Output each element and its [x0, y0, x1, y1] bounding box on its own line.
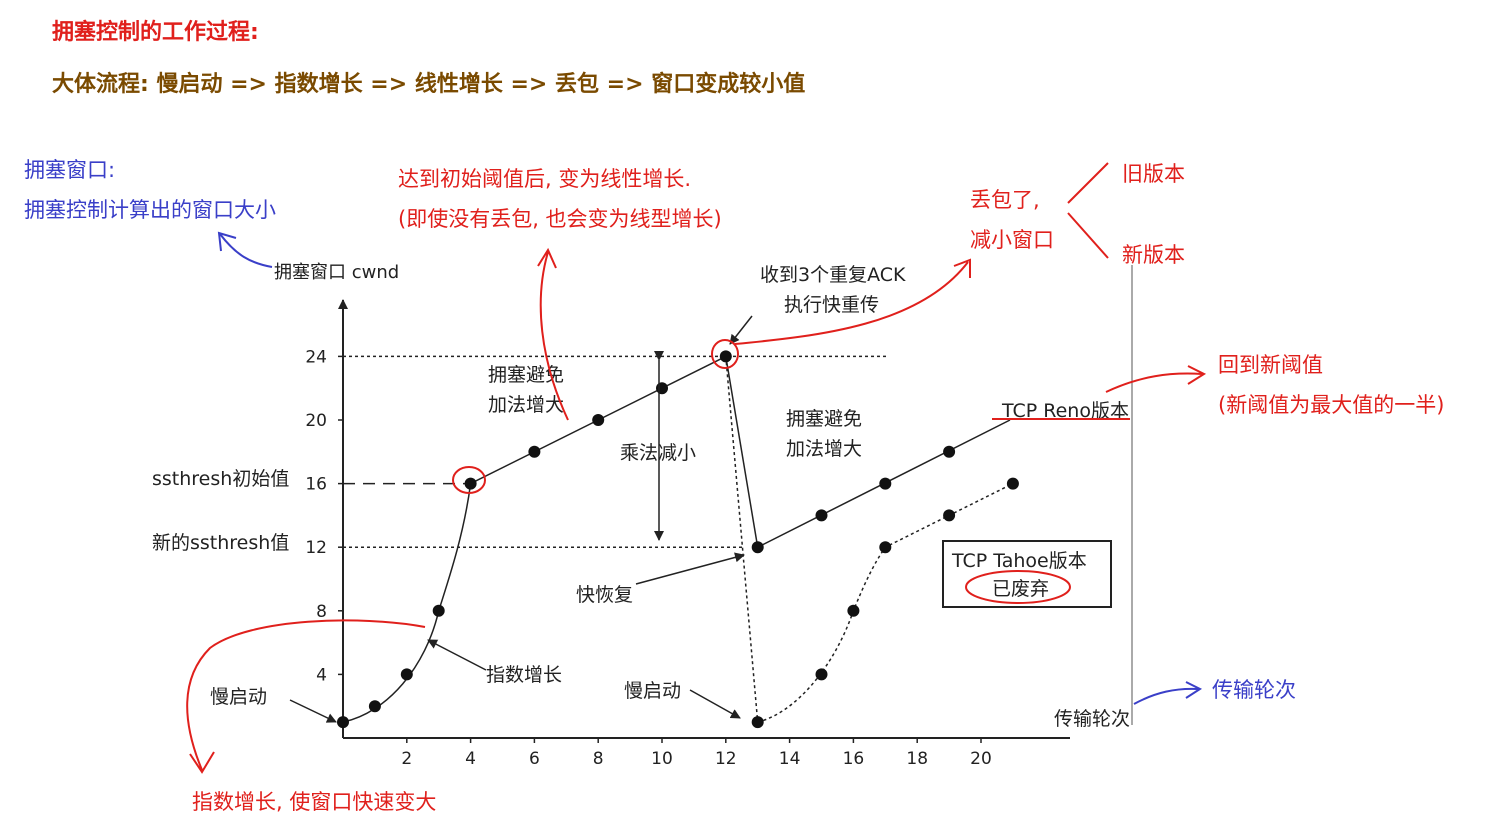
x-tick-label: 18	[906, 749, 928, 769]
y-tick-label: 12	[305, 538, 327, 558]
new-threshold-arrow	[1105, 365, 1207, 393]
tahoe-version-label: TCP Tahoe版本	[952, 550, 1087, 572]
data-point-series-2	[751, 716, 764, 729]
data-point-series-0	[400, 668, 413, 681]
data-point-series-1	[751, 541, 764, 554]
fast-recovery-arrow	[635, 552, 745, 585]
transmission-rounds-note: 传输轮次	[1212, 678, 1296, 702]
peak-circle	[711, 339, 739, 369]
cwnd-title-note: 拥塞窗口:	[24, 158, 116, 182]
data-point-series-0	[432, 604, 445, 617]
x-tick-label: 16	[843, 749, 865, 769]
congestion-avoidance-right-1: 拥塞避免	[786, 408, 863, 430]
packet-loss-note-1: 丢包了,	[970, 188, 1040, 212]
dup-ack-label-2: 执行快重传	[784, 294, 880, 316]
new-version-note: 新版本	[1122, 243, 1185, 267]
ssthresh-initial-label: ssthresh初始值	[152, 468, 290, 490]
reno-version-label: TCP Reno版本	[1002, 400, 1129, 422]
slow-start-right-label: 慢启动	[624, 680, 682, 702]
data-point-series-0	[592, 414, 605, 426]
slow-start-left-arrow	[289, 699, 337, 723]
exp-growth-label: 指数增长	[486, 664, 563, 686]
x-tick-label: 4	[465, 749, 476, 769]
x-tick-label: 12	[715, 749, 737, 769]
tahoe-curve	[757, 482, 1014, 723]
data-point-series-0	[368, 700, 381, 713]
ssthresh-new-label: 新的ssthresh值	[152, 532, 290, 554]
data-point-series-0	[528, 445, 541, 458]
data-point-series-0	[337, 716, 349, 729]
y-tick-label: 8	[316, 602, 327, 622]
data-point-series-2	[1006, 477, 1019, 490]
x-tick-label: 6	[529, 749, 540, 769]
flow-summary: 大体流程: 慢启动 => 指数增长 => 线性增长 => 丢包 => 窗口变成较…	[52, 72, 806, 97]
slow-start-left-label: 慢启动	[210, 686, 268, 708]
x-tick-label: 2	[401, 749, 412, 769]
data-point-series-1	[879, 477, 892, 490]
cwnd-note-arrow	[217, 231, 273, 268]
data-point-series-0	[464, 477, 477, 490]
dup-ack-arrow	[729, 315, 753, 345]
dup-ack-label-1: 收到3个重复ACK	[760, 264, 906, 286]
tahoe-deprecated-label: 已废弃	[992, 578, 1050, 600]
deprecated-circle	[965, 570, 1071, 604]
x-tick-label: 8	[593, 749, 604, 769]
data-point-series-2	[847, 604, 860, 617]
linear-growth-note-2: (即使没有丢包, 也会变为线型增长)	[398, 207, 722, 231]
y-tick-label: 4	[316, 665, 327, 685]
new-threshold-note-2: (新阈值为最大值的一半)	[1218, 393, 1445, 417]
rounds-note-arrow	[1133, 681, 1203, 705]
exp-growth-note-arrow	[186, 619, 426, 774]
x-tick-label: 20	[970, 749, 992, 769]
tahoe-box	[942, 540, 1112, 608]
threshold-circle	[452, 466, 486, 494]
packet-loss-note-2: 减小窗口	[970, 228, 1054, 252]
tahoe-drop-line	[725, 356, 759, 723]
version-split-lines	[1067, 162, 1109, 259]
linear-note-arrow	[537, 247, 569, 421]
x-axis-label: 传输轮次	[1054, 708, 1131, 730]
exponential-growth-note: 指数增长, 使窗口快速变大	[192, 790, 437, 814]
congestion-avoidance-right-2: 加法增大	[786, 438, 863, 460]
data-point-series-1	[943, 445, 956, 458]
congestion-avoidance-left-2: 加法增大	[488, 394, 565, 416]
slow-start-curve	[342, 483, 472, 723]
data-point-series-2	[879, 541, 892, 554]
y-tick-label: 20	[305, 411, 327, 431]
data-point-series-0	[656, 382, 668, 395]
congestion-avoidance-left-1: 拥塞避免	[488, 364, 565, 386]
old-version-note: 旧版本	[1122, 162, 1185, 186]
x-tick-label: 10	[651, 749, 673, 769]
y-tick-label: 16	[305, 475, 327, 495]
data-point-series-0	[719, 350, 732, 363]
data-point-series-1	[815, 509, 828, 522]
cwnd-desc-note: 拥塞控制计算出的窗口大小	[24, 198, 276, 222]
slow-start-right-arrow	[689, 689, 741, 719]
data-point-series-2	[943, 509, 956, 522]
drop-to-new-threshold	[725, 356, 759, 548]
y-axis-label: 拥塞窗口 cwnd	[274, 262, 400, 283]
page-title: 拥塞控制的工作过程:	[52, 20, 259, 45]
x-tick-label: 14	[779, 749, 801, 769]
data-point-series-2	[815, 668, 828, 681]
exp-growth-arrow	[427, 639, 487, 671]
loss-note-arrow	[734, 258, 971, 345]
linear-growth-note-1: 达到初始阈值后, 变为线性增长.	[398, 167, 692, 191]
y-tick-label: 24	[305, 347, 327, 367]
new-threshold-note-1: 回到新阈值	[1218, 353, 1323, 377]
fast-recovery-label: 快恢复	[576, 584, 634, 606]
